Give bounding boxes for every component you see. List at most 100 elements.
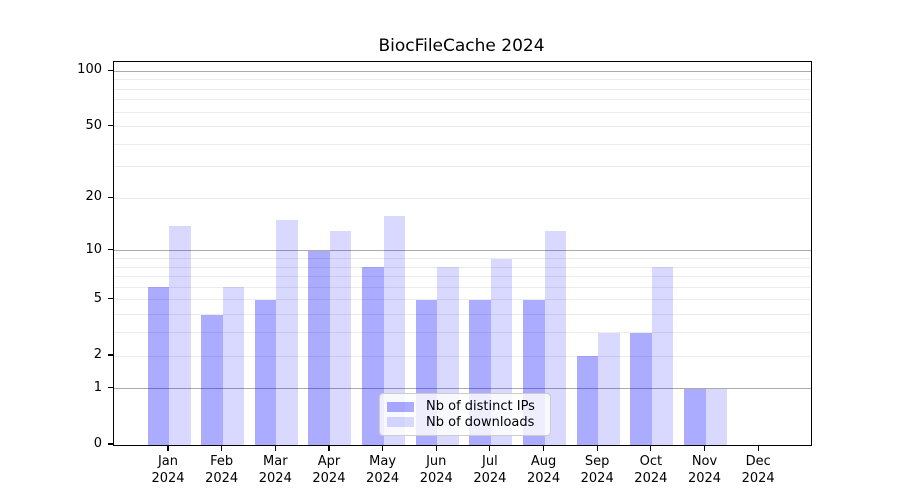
y-tick-label-50: 50 xyxy=(85,117,102,133)
y-tick-label-5: 5 xyxy=(93,290,102,306)
legend-label: Nb of downloads xyxy=(426,414,535,430)
y-tick-10 xyxy=(108,249,113,251)
x-tick-year: 2024 xyxy=(527,471,561,486)
x-tick-month: Feb xyxy=(210,454,234,469)
x-tick-label-aug: Aug 2024 xyxy=(512,453,576,487)
gridline-minor-70 xyxy=(114,99,811,101)
gridline-minor-7 xyxy=(114,276,811,278)
gridline-minor-50 xyxy=(114,126,811,128)
x-tick-label-mar: Mar 2024 xyxy=(243,453,307,487)
x-tick-year: 2024 xyxy=(473,471,507,486)
gridline-major-100 xyxy=(114,70,811,72)
x-tick-label-sep: Sep 2024 xyxy=(565,453,629,487)
bar-nb-of-distinct-ips-oct xyxy=(630,332,652,445)
bar-nb-of-downloads-jan xyxy=(169,225,191,445)
x-tick-jan xyxy=(167,446,169,451)
gridline-minor-20 xyxy=(114,197,811,199)
bar-nb-of-downloads-oct xyxy=(651,267,674,445)
y-tick-label-1: 1 xyxy=(93,379,102,395)
bar-nb-of-distinct-ips-feb xyxy=(201,314,223,445)
chart-title: BiocFileCache 2024 xyxy=(378,36,545,56)
x-tick-nov xyxy=(703,446,706,451)
gridline-major-1 xyxy=(114,388,811,390)
legend-swatch-icon xyxy=(387,401,414,412)
legend: Nb of distinct IPs Nb of downloads xyxy=(379,393,551,436)
x-tick-month: Mar xyxy=(263,454,288,469)
x-tick-label-jan: Jan 2024 xyxy=(136,453,200,487)
x-tick-oct xyxy=(650,446,652,451)
x-tick-year: 2024 xyxy=(366,471,400,486)
bar-nb-of-downloads-mar xyxy=(276,220,298,445)
x-tick-feb xyxy=(221,446,223,451)
legend-item-0: Nb of distinct IPs xyxy=(387,399,542,415)
x-tick-label-may: May 2024 xyxy=(351,453,415,487)
bar-nb-of-downloads-apr xyxy=(329,231,352,445)
gridline-minor-30 xyxy=(114,166,811,168)
gridline-minor-80 xyxy=(114,88,811,90)
bar-nb-of-downloads-feb xyxy=(222,287,245,445)
x-tick-year: 2024 xyxy=(258,471,292,486)
x-tick-label-dec: Dec 2024 xyxy=(726,453,790,487)
y-tick-50 xyxy=(108,124,113,127)
x-tick-jun xyxy=(435,446,437,451)
x-tick-year: 2024 xyxy=(634,471,668,486)
x-tick-label-jul: Jul 2024 xyxy=(458,453,522,487)
bar-nb-of-distinct-ips-may xyxy=(362,267,384,445)
x-tick-month: Jan xyxy=(157,454,179,469)
gridline-minor-60 xyxy=(114,111,811,113)
x-tick-month: Apr xyxy=(317,454,341,469)
y-tick-2 xyxy=(108,354,113,356)
bar-nb-of-distinct-ips-nov xyxy=(684,388,706,445)
bar-nb-of-downloads-aug xyxy=(544,231,567,445)
gridline-minor-8 xyxy=(114,266,811,268)
x-tick-label-feb: Feb 2024 xyxy=(190,453,254,487)
x-tick-year: 2024 xyxy=(419,471,453,486)
x-tick-month: Sep xyxy=(584,454,610,469)
y-tick-label-0: 0 xyxy=(93,436,102,451)
bar-nb-of-distinct-ips-mar xyxy=(254,299,277,445)
gridline-minor-5 xyxy=(114,299,811,301)
bar-nb-of-distinct-ips-jan xyxy=(147,287,169,445)
x-tick-year: 2024 xyxy=(312,471,346,486)
y-tick-label-20: 20 xyxy=(85,189,102,205)
x-tick-label-jun: Jun 2024 xyxy=(404,453,468,487)
y-tick-label-10: 10 xyxy=(85,241,102,257)
legend-swatch-icon xyxy=(387,417,414,428)
x-tick-month: Jun xyxy=(426,454,447,469)
x-tick-mar xyxy=(274,446,276,451)
gridline-minor-40 xyxy=(114,143,811,145)
y-tick-20 xyxy=(108,196,113,198)
y-tick-0 xyxy=(108,443,113,445)
legend-label: Nb of distinct IPs xyxy=(426,399,535,415)
y-tick-100 xyxy=(108,69,113,71)
x-tick-dec xyxy=(757,446,759,451)
x-tick-month: Aug xyxy=(530,454,557,469)
x-tick-aug xyxy=(542,446,545,451)
bar-nb-of-downloads-nov xyxy=(705,388,727,445)
bar-nb-of-distinct-ips-apr xyxy=(308,250,330,445)
x-tick-sep xyxy=(596,446,598,451)
x-tick-month: Oct xyxy=(639,454,663,469)
x-tick-year: 2024 xyxy=(151,471,185,486)
x-tick-year: 2024 xyxy=(580,471,614,486)
x-tick-year: 2024 xyxy=(741,471,775,486)
y-tick-label-100: 100 xyxy=(77,62,102,78)
gridline-minor-9 xyxy=(114,257,811,259)
x-tick-jul xyxy=(489,446,491,451)
y-axis: 0 1 2 5 10 20 50 100 xyxy=(0,61,113,451)
gridline-minor-2 xyxy=(114,355,811,357)
x-tick-month: Nov xyxy=(691,454,718,469)
x-tick-month: Dec xyxy=(745,454,771,469)
x-tick-label-oct: Oct 2024 xyxy=(619,453,683,487)
gridlines xyxy=(114,62,811,445)
gridline-minor-6 xyxy=(114,286,811,288)
gridline-major-10 xyxy=(114,250,811,252)
x-tick-month: May xyxy=(369,454,397,469)
x-axis: Jan 2024 Feb 2024 Mar 2024 Apr 2024 May 2024 Jun 20… xyxy=(113,446,810,496)
bar-nb-of-downloads-sep xyxy=(598,332,620,445)
x-tick-year: 2024 xyxy=(687,471,722,486)
y-tick-5 xyxy=(108,298,113,300)
bar-nb-of-downloads-may xyxy=(383,215,406,445)
gridline-minor-90 xyxy=(114,79,811,81)
